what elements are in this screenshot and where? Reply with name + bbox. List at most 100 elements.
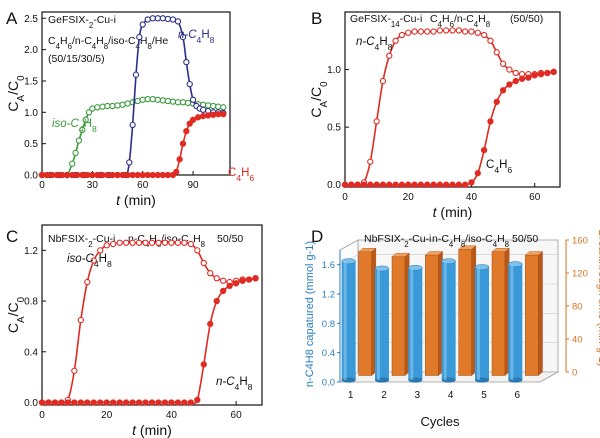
data-point <box>531 72 538 79</box>
y-tick-label: 0.0 <box>24 398 38 409</box>
data-point <box>512 69 519 77</box>
data-point <box>126 159 133 166</box>
data-point <box>161 399 169 406</box>
left-axis-tick-label: 0.4 <box>322 348 335 359</box>
x-axis-label: t (min) <box>433 204 473 220</box>
data-point <box>220 104 227 111</box>
data-point <box>226 282 233 289</box>
data-point <box>443 181 450 188</box>
data-point <box>181 239 188 246</box>
data-point <box>45 399 52 406</box>
data-point <box>136 33 143 41</box>
data-point <box>194 396 201 404</box>
data-point <box>77 399 84 406</box>
right-axis-tick-label: 80 <box>572 302 583 313</box>
data-point <box>69 171 76 179</box>
data-point <box>124 100 131 107</box>
data-point <box>183 127 190 135</box>
annotation-text: C4H6/n-C4H8/iso-C4H8/He <box>48 35 168 51</box>
data-point <box>79 171 86 179</box>
series-line-n-C4H8 <box>42 277 256 405</box>
data-point <box>79 126 86 134</box>
series-label: iso-C4H8 <box>52 118 97 134</box>
data-point <box>64 171 71 179</box>
data-point <box>139 21 146 28</box>
data-point <box>187 240 194 248</box>
data-point <box>173 168 180 176</box>
data-point <box>189 116 197 123</box>
left-axis-tick-label: 1.2 <box>322 290 335 301</box>
bar-highlight <box>377 268 380 380</box>
data-point <box>184 99 192 107</box>
data-point <box>386 52 393 59</box>
data-point <box>104 171 111 179</box>
data-point <box>99 171 106 179</box>
panel-letter: A <box>6 9 18 28</box>
data-point <box>220 277 227 284</box>
data-point <box>74 171 81 179</box>
data-point <box>89 171 96 179</box>
data-point <box>69 160 76 167</box>
data-point <box>168 239 175 246</box>
data-point <box>38 399 46 406</box>
data-point <box>405 29 412 36</box>
data-point <box>97 399 104 406</box>
data-point <box>174 399 182 406</box>
y-tick-label: 2.0 <box>24 45 38 56</box>
bar-breakthrough-time <box>391 256 406 376</box>
annotation-text: 50/50 <box>217 233 243 245</box>
data-point <box>164 171 172 179</box>
data-point <box>525 74 532 81</box>
data-point <box>174 99 182 106</box>
data-point <box>149 15 156 22</box>
data-point <box>455 181 462 188</box>
data-point <box>392 181 399 188</box>
data-point <box>135 239 143 246</box>
data-point <box>474 29 481 36</box>
data-point <box>187 399 194 406</box>
y-tick-label: 0.0 <box>24 171 38 182</box>
data-point <box>220 111 227 118</box>
data-point <box>58 171 66 179</box>
data-point <box>90 399 97 406</box>
data-point <box>199 106 207 113</box>
data-point <box>436 27 444 34</box>
data-point <box>367 181 374 188</box>
data-point <box>341 181 349 188</box>
data-point <box>169 98 177 105</box>
data-point <box>411 181 418 188</box>
data-point <box>518 75 526 82</box>
data-point <box>443 27 450 34</box>
data-point <box>142 399 149 406</box>
data-point <box>398 31 406 39</box>
data-point <box>544 69 551 77</box>
data-point <box>194 247 201 254</box>
data-point <box>144 171 151 179</box>
data-point <box>168 399 175 406</box>
data-point <box>392 37 399 44</box>
panel-a: A 0 30 60 90 0.0 0.5 1.0 1.5 2.0 2.5 t (min) CA/C0 Ge… <box>5 9 254 208</box>
data-point <box>97 247 104 254</box>
data-point <box>499 87 507 94</box>
data-point <box>430 181 437 188</box>
category-label: 6 <box>515 390 521 401</box>
data-point <box>155 399 162 406</box>
data-point <box>148 399 156 406</box>
data-point <box>75 137 83 144</box>
data-point <box>232 280 240 287</box>
data-point <box>506 81 513 88</box>
data-point <box>474 170 481 177</box>
data-point <box>135 399 143 406</box>
data-point <box>43 171 51 179</box>
right-axis-tick-label: 160 <box>572 236 588 247</box>
data-point <box>506 66 513 73</box>
data-point <box>142 239 149 246</box>
data-point <box>213 275 220 282</box>
data-point <box>252 275 259 282</box>
data-point <box>487 118 494 125</box>
data-point <box>159 15 167 22</box>
data-point <box>215 103 222 110</box>
data-point <box>71 399 78 406</box>
data-point <box>122 239 130 246</box>
annotation-text: GeFSIX-14-Cu-i <box>350 13 422 29</box>
